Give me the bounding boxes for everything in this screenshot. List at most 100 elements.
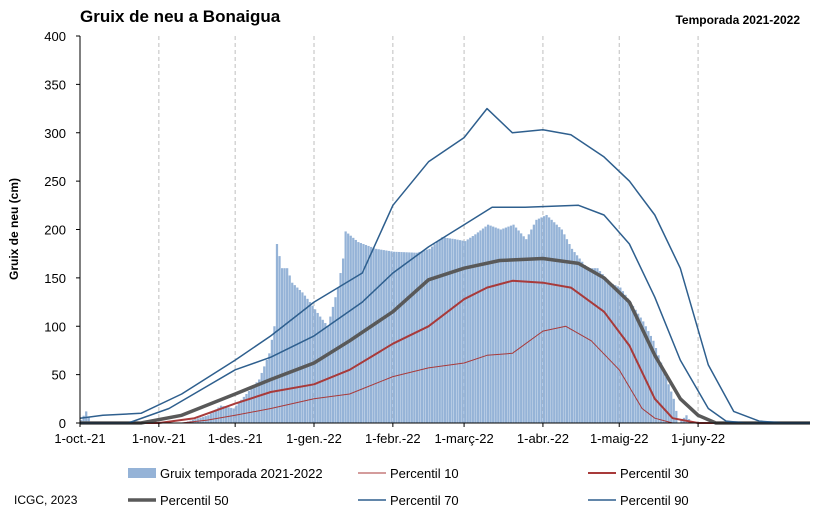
snow-depth-bar xyxy=(308,302,312,423)
x-tick-labels: 1-oct.-21 1-nov.-21 1-des.-21 1-gen.-22 1-fe… xyxy=(54,431,725,446)
snow-depth-bar xyxy=(364,244,368,423)
snow-depth-bar xyxy=(395,251,398,423)
snow-depth-bar xyxy=(286,268,289,423)
x-tick-label: 1-abr.-22 xyxy=(517,431,569,446)
y-tick-label: 250 xyxy=(44,174,66,189)
snow-depth-bar xyxy=(260,372,263,423)
snow-depth-bar xyxy=(565,239,569,423)
snow-depth-bar xyxy=(303,295,307,423)
snow-depth-bar xyxy=(593,268,597,423)
snow-depth-bar xyxy=(321,319,324,423)
snow-depth-bar xyxy=(87,417,90,423)
snow-depth-bar xyxy=(486,224,490,423)
legend-label: Percentil 70 xyxy=(390,493,459,508)
snow-depth-bar xyxy=(367,245,370,423)
snow-depth-bar xyxy=(499,229,502,423)
snow-depth-bar xyxy=(560,229,563,423)
x-tick-label: 1-des.-21 xyxy=(208,431,263,446)
snow-depth-bar xyxy=(247,391,251,423)
snow-depth-bar xyxy=(492,226,495,423)
legend: Gruix temporada 2021-2022 Percentil 10 Per… xyxy=(128,466,689,508)
x-tick-label: 1-maig-22 xyxy=(590,431,649,446)
snow-depth-bar xyxy=(634,309,637,423)
snow-depth-bar xyxy=(441,237,444,423)
snow-depth-bar xyxy=(408,252,411,423)
snow-depth-bar xyxy=(489,225,492,423)
x-tick-label: 1-febr.-22 xyxy=(365,431,421,446)
snow-depth-bar xyxy=(306,298,309,423)
snow-depth-bar xyxy=(301,292,304,423)
chart-title: Gruix de neu a Bonaigua xyxy=(80,7,281,26)
snow-depth-bar xyxy=(245,393,248,423)
x-tick-label: 1-oct.-21 xyxy=(54,431,105,446)
snow-depth-bar xyxy=(563,234,566,423)
snow-depth-bar xyxy=(642,321,645,423)
snow-depth-bar xyxy=(288,275,291,423)
snow-depth-bar xyxy=(227,407,230,423)
snow-depth-bar xyxy=(222,406,225,423)
snow-depth-bar xyxy=(573,252,576,423)
snow-depth-bar xyxy=(479,230,482,423)
snow-depth-bar xyxy=(418,251,421,423)
snow-depth-bar xyxy=(453,239,457,423)
snow-depth-bar xyxy=(606,279,609,423)
series-line-percentil-70 xyxy=(80,204,810,424)
snow-depth-bar xyxy=(581,261,584,423)
snow-depth-bar xyxy=(532,224,535,423)
snow-depth-bar xyxy=(324,323,327,423)
snow-depth-bar xyxy=(535,219,538,423)
snow-depth-bar xyxy=(283,268,286,423)
snow-depth-bar xyxy=(464,241,467,423)
y-tick-labels: 0 50 100 150 200 250 300 350 400 xyxy=(44,29,66,431)
snow-depth-bar xyxy=(224,406,228,423)
legend-label: Percentil 10 xyxy=(390,466,459,481)
snow-depth-bar xyxy=(672,398,675,423)
snow-depth-bar xyxy=(525,239,528,423)
snow-depth-bar xyxy=(637,313,640,423)
snow-depth-bar xyxy=(545,214,548,423)
snow-depth-bar xyxy=(278,256,281,423)
snow-depth-bar xyxy=(385,250,388,423)
snow-depth-bar xyxy=(665,377,668,423)
snow-depth-bar xyxy=(280,268,284,423)
snow-depth-bar xyxy=(270,339,274,423)
snow-depth-bar xyxy=(390,251,393,423)
snow-depth-bar xyxy=(548,217,551,423)
snow-depth-bar xyxy=(537,218,541,423)
snow-depth-bar xyxy=(354,239,357,423)
legend-label: Percentil 90 xyxy=(620,493,689,508)
snow-depth-bar xyxy=(626,298,630,423)
snow-depth-bar xyxy=(657,355,660,423)
series-line-percentil-90 xyxy=(79,107,810,424)
snow-depth-bar xyxy=(603,276,607,423)
snow-depth-bar xyxy=(611,283,614,423)
snow-depth-bar xyxy=(466,239,469,423)
snow-depth-bar xyxy=(217,407,220,423)
snow-depth-bar xyxy=(258,379,261,423)
snow-depth-bar xyxy=(420,251,424,423)
snow-depth-bar xyxy=(471,236,474,423)
y-axis-label: Gruix de neu (cm) xyxy=(7,178,21,280)
snow-depth-bar xyxy=(199,417,202,423)
snow-depth-bar xyxy=(428,248,431,423)
snow-depth-bar xyxy=(82,415,85,423)
snow-depth-bar xyxy=(369,246,373,423)
snow-depth-bar xyxy=(377,249,380,423)
snow-depth-bar xyxy=(433,244,436,423)
snow-depth-bar xyxy=(431,246,434,423)
snow-depth-bar xyxy=(614,285,617,423)
snow-depth-bar xyxy=(497,228,500,423)
snow-depth-bar xyxy=(397,251,401,423)
snow-depth-bar xyxy=(326,326,329,423)
snow-depth-bar xyxy=(652,340,655,423)
snow-depth-bar xyxy=(275,244,279,423)
snow-depth-bar xyxy=(494,227,497,423)
snow-depth-bar xyxy=(273,326,276,423)
percentile-lines xyxy=(79,107,810,425)
snow-depth-bar xyxy=(616,286,619,423)
snow-depth-bar xyxy=(619,287,622,423)
snow-depth-bar xyxy=(621,291,625,423)
axes xyxy=(76,35,810,427)
series-line-percentil-50 xyxy=(80,256,810,425)
snow-depth-bar xyxy=(230,407,233,423)
